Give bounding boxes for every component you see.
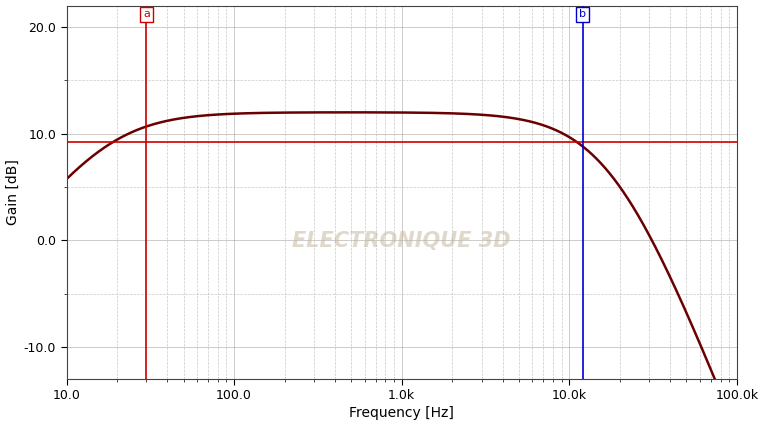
Text: b: b bbox=[579, 9, 586, 19]
Y-axis label: Gain [dB]: Gain [dB] bbox=[5, 159, 20, 225]
Text: a: a bbox=[143, 9, 150, 19]
Text: ELECTRONIQUE 3D: ELECTRONIQUE 3D bbox=[293, 231, 511, 251]
X-axis label: Frequency [Hz]: Frequency [Hz] bbox=[349, 406, 454, 420]
